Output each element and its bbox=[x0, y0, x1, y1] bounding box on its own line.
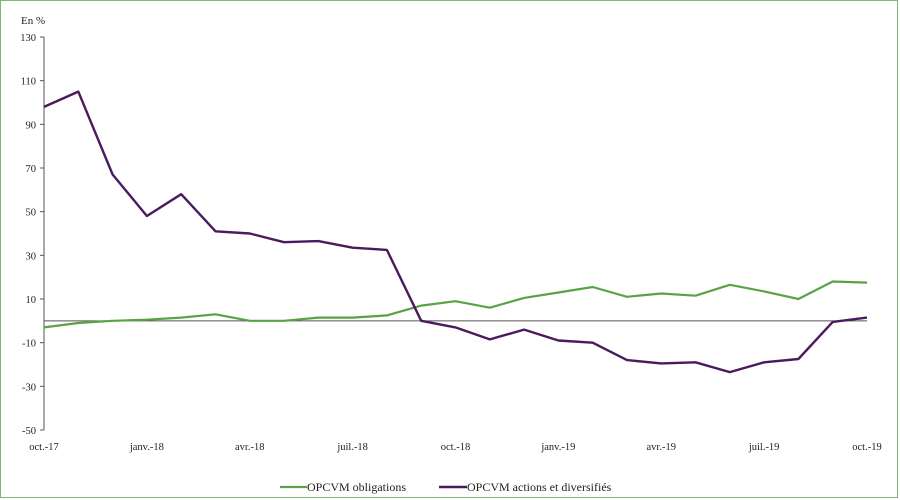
y-tick-label: 70 bbox=[26, 164, 37, 175]
x-tick-label: juil.-19 bbox=[748, 442, 780, 453]
y-tick-label: -10 bbox=[22, 339, 36, 350]
series-lines bbox=[43, 90, 868, 374]
legend-label-obligations: OPCVM obligations bbox=[307, 480, 406, 494]
x-tick-label: oct.-18 bbox=[441, 442, 470, 453]
y-tick-label: 10 bbox=[26, 295, 37, 306]
y-tick-label: -30 bbox=[22, 382, 36, 393]
y-tick-label: 110 bbox=[21, 77, 36, 88]
series-line-obligations bbox=[43, 280, 868, 329]
x-tick-label: janv.-18 bbox=[129, 442, 164, 453]
x-tick-label: janv.-19 bbox=[540, 442, 575, 453]
series-line-actions bbox=[43, 90, 868, 374]
y-tick-label: 90 bbox=[26, 120, 37, 131]
x-tick-label: avr.-18 bbox=[235, 442, 264, 453]
x-tick-label: avr.-19 bbox=[647, 442, 676, 453]
y-tick-label: 130 bbox=[20, 33, 36, 44]
x-tick-label: juil.-18 bbox=[336, 442, 368, 453]
axes bbox=[43, 37, 867, 430]
y-tick-label: 50 bbox=[26, 208, 37, 219]
y-axis-unit-label: En % bbox=[21, 15, 45, 27]
x-tick-label: oct.-17 bbox=[29, 442, 58, 453]
y-tick-label: 30 bbox=[26, 251, 37, 262]
y-axis-ticks: -50 -30 -10 10 30 50 70 90 110 130 bbox=[20, 33, 44, 437]
legend: OPCVM obligations OPCVM actions et diver… bbox=[280, 480, 612, 494]
y-tick-label: -50 bbox=[22, 426, 36, 437]
legend-label-actions: OPCVM actions et diversifiés bbox=[467, 480, 612, 494]
x-axis-ticks: oct.-17 janv.-18 avr.-18 juil.-18 oct.-18 jan… bbox=[29, 442, 881, 453]
x-tick-label: oct.-19 bbox=[852, 442, 881, 453]
